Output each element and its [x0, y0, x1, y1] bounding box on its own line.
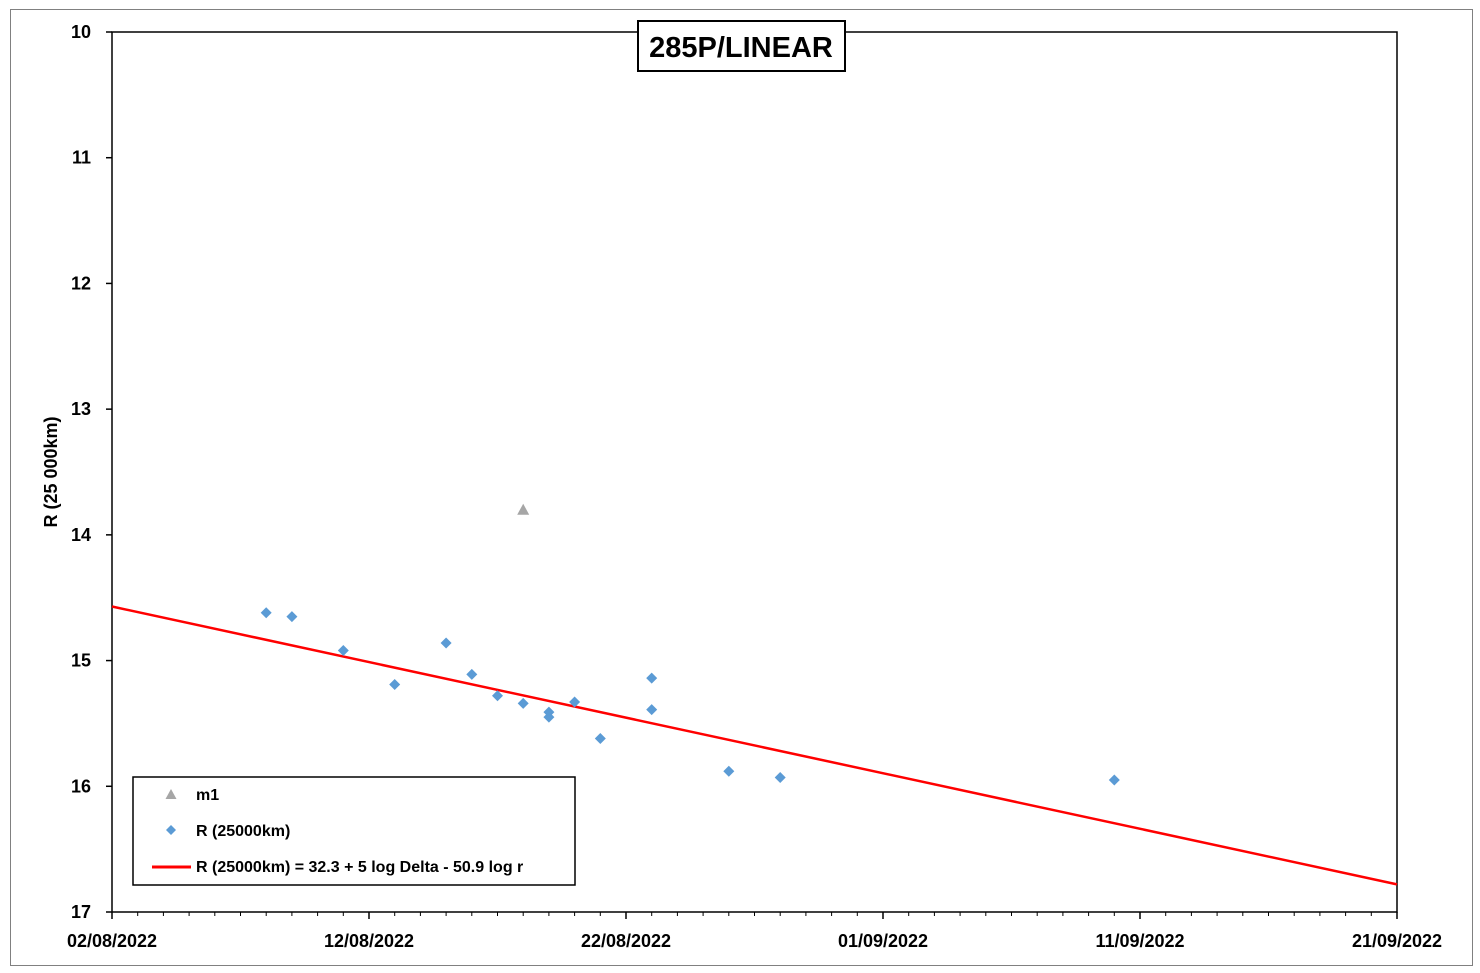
- x-tick-label: 21/09/2022: [1352, 931, 1442, 951]
- y-tick-label: 11: [72, 148, 91, 168]
- y-tick-label: 17: [71, 902, 91, 922]
- legend-label-fit: R (25000km) = 32.3 + 5 log Delta - 50.9 …: [196, 859, 523, 876]
- r-data-point: [389, 678, 401, 690]
- y-tick-label: 13: [71, 399, 91, 419]
- r-data-point: [774, 771, 786, 783]
- x-tick-label: 12/08/2022: [324, 931, 414, 951]
- r-data-point: [1108, 774, 1120, 786]
- chart-title-box: 285P/LINEAR: [637, 20, 846, 72]
- x-tick-label: 02/08/2022: [67, 931, 157, 951]
- y-axis-title: R (25 000km): [41, 416, 61, 527]
- fit-line: [111, 605, 1398, 886]
- legend-r-diamond-icon: [166, 825, 176, 835]
- r-data-point: [723, 765, 735, 777]
- r-data-point: [337, 645, 349, 657]
- x-tick-label: 01/09/2022: [838, 931, 928, 951]
- r-data-point: [646, 704, 658, 716]
- y-tick-label: 10: [71, 22, 91, 42]
- r-data-point: [646, 672, 658, 684]
- y-tick-label: 15: [71, 651, 91, 671]
- r-data-point: [569, 696, 581, 708]
- x-tick-label: 11/09/2022: [1095, 931, 1184, 951]
- r-data-point: [260, 607, 272, 619]
- r-data-point: [466, 668, 478, 680]
- legend-m1-triangle-icon: [165, 789, 177, 799]
- chart-frame: [10, 9, 1473, 966]
- legend-label-m1: m1: [196, 787, 219, 804]
- y-tick-label: 16: [71, 776, 91, 796]
- legend-label-r: R (25000km): [196, 823, 290, 840]
- r-data-point: [594, 733, 606, 745]
- r-data-point: [286, 611, 298, 623]
- r-data-point: [517, 697, 529, 709]
- r-data-point: [543, 711, 555, 723]
- y-tick-label: 14: [71, 525, 91, 545]
- legend: m1 R (25000km) R (25000km) = 32.3 + 5 lo…: [132, 776, 576, 886]
- y-tick-label: 12: [71, 273, 91, 293]
- chart-title: 285P/LINEAR: [649, 32, 833, 64]
- r-data-point: [440, 637, 452, 649]
- x-tick-label: 22/08/2022: [581, 931, 671, 951]
- r-data-point: [492, 690, 503, 702]
- m1-data-point: [517, 503, 530, 515]
